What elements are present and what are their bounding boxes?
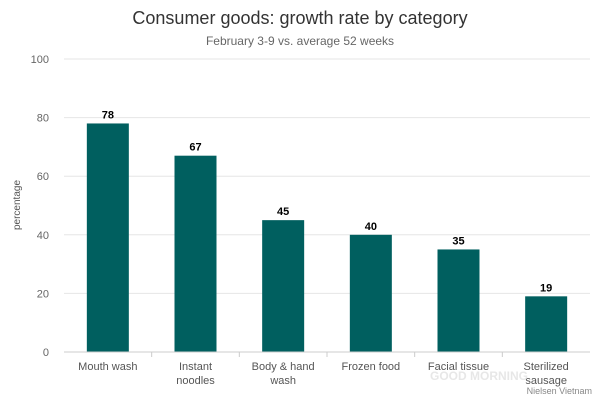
bars: [86, 123, 568, 353]
source-note: Nielsen Vietnam: [527, 386, 592, 396]
x-tick-label: Facial tissue: [428, 361, 489, 373]
data-labels: 78 67 45 40 35 19: [102, 109, 553, 294]
x-tick-labels: Mouth wash Instant noodles Body & hand wash F…: [78, 352, 569, 387]
y-tick-labels: 0 20 40 60 80 100: [31, 54, 49, 359]
x-tick-label: Sterilized sausage: [524, 361, 569, 387]
y-tick-label: 80: [37, 113, 49, 125]
bar: [262, 220, 305, 352]
x-tick-label: Frozen food: [341, 361, 400, 373]
x-tick-label: Body & hand wash: [252, 361, 315, 387]
data-label: 78: [102, 109, 114, 121]
y-tick-label: 0: [43, 347, 49, 359]
data-label: 40: [365, 221, 377, 233]
x-tick-label: Mouth wash: [78, 361, 137, 373]
data-label: 19: [540, 282, 552, 294]
y-tick-label: 60: [37, 171, 49, 183]
data-label: 35: [452, 235, 464, 247]
y-axis-label: percentage: [12, 180, 23, 230]
bar: [525, 296, 568, 352]
bar: [86, 123, 129, 353]
watermark: GOOD MORNING: [430, 369, 528, 383]
chart-subtitle: February 3-9 vs. average 52 weeks: [206, 34, 394, 48]
bar: [437, 249, 480, 352]
y-tick-label: 40: [37, 230, 49, 242]
gridlines: [64, 58, 590, 294]
y-tick-label: 100: [31, 54, 49, 66]
x-tick-label: Instant noodles: [176, 361, 215, 387]
data-label: 45: [277, 206, 289, 218]
bar: [349, 234, 392, 352]
bar: [174, 155, 217, 352]
data-label: 67: [189, 142, 201, 154]
y-tick-label: 20: [37, 288, 49, 300]
chart-title: Consumer goods: growth rate by category: [132, 8, 467, 28]
